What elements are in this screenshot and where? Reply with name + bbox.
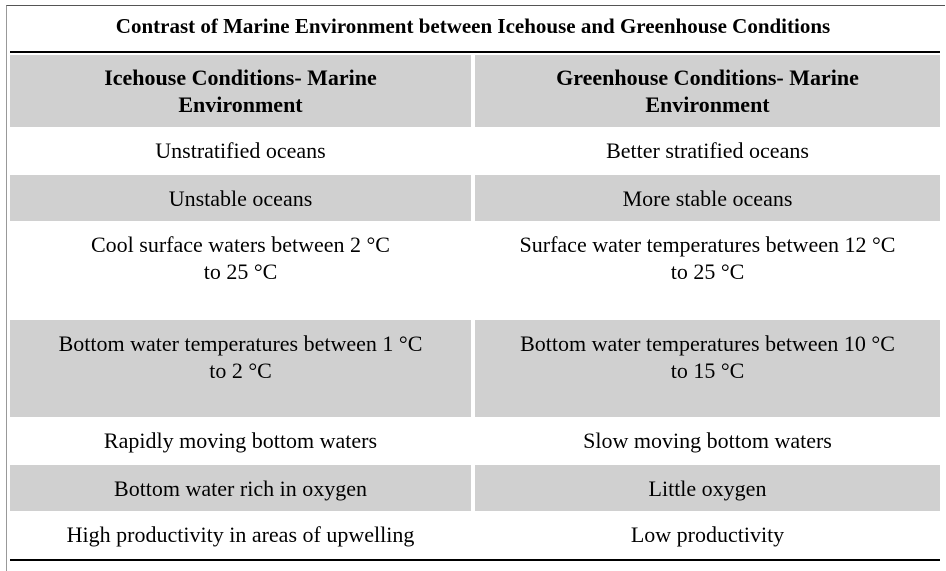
frame [6,5,945,571]
table-row: Unstable oceans More stable oceans [10,175,940,221]
table-cell: Slow moving bottom waters [583,428,832,453]
table-cell: Better stratified oceans [606,138,809,163]
table-title: Contrast of Marine Environment between I… [115,14,831,38]
table-row: Cool surface waters between 2 °C to 25 °… [10,221,940,320]
table-cell: Unstratified oceans [10,127,475,175]
table-row: Rapidly moving bottom waters Slow moving … [10,417,940,465]
table: Icehouse Conditions- Marine Environment G… [10,55,940,558]
table-cell: High productivity in areas of upwelling [10,511,475,558]
table-cell: More stable oceans [475,175,940,221]
rule [10,559,940,561]
table-cell: Surface water temperatures between 12 °C… [519,232,896,284]
table-cell: Low productivity [630,522,785,547]
rule [10,51,940,53]
table-cell: Bottom water rich in oxygen [10,465,475,511]
table-cell: Cool surface waters between 2 °C to 25 °… [10,221,475,320]
table-cell: Unstable oceans [10,175,475,221]
table-row: Bottom water rich in oxygen Little oxygen [10,465,940,511]
table-row: Bottom water temperatures between 1 °C t… [10,320,940,417]
header-cell: Icehouse Conditions- Marine Environment [10,55,475,127]
table-cell: Bottom water temperatures between 10 °C … [475,320,940,417]
table-row: Unstratified oceans Better stratified oce… [10,127,940,175]
table-body: Icehouse Conditions- Marine Environment G… [10,55,940,558]
table-cell: Little oxygen [475,465,940,511]
header-cell: Greenhouse Conditions- Marine Environmen… [475,55,940,127]
table-cell: Bottom water temperatures between 1 °C t… [10,320,475,417]
table-cell: Rapidly moving bottom waters [10,417,475,465]
header-row: Icehouse Conditions- Marine Environment G… [10,55,940,127]
table-row: High productivity in areas of upwelling L… [10,511,940,558]
